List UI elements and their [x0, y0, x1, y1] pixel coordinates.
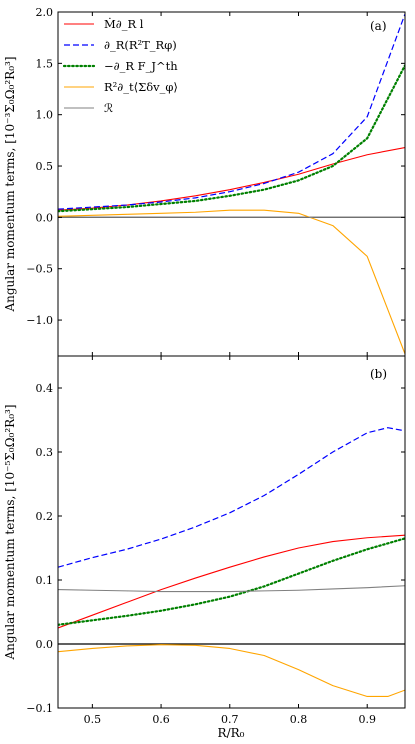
y-tick-label: 0.1: [36, 574, 54, 587]
series-line-0: [58, 147, 405, 211]
y-tick-label: −0.1: [26, 702, 53, 715]
y-tick-label: 0.3: [36, 446, 54, 459]
legend-label: R²∂_t⟨Σδv_φ⟩: [104, 80, 178, 94]
legend-label: Ṁ∂_R l: [104, 17, 144, 31]
x-tick-label: 0.8: [290, 713, 308, 726]
panel-a-series: [58, 13, 405, 355]
panel-a-ylabel: Angular momentum terms, [10⁻³Σ₀Ω₀²R₀³]: [3, 56, 17, 312]
series-line-2: [58, 64, 405, 213]
x-axis-label: R/R₀: [218, 726, 245, 740]
panel-b-frame: [57, 355, 406, 709]
panel-a-ticks: −1.0 −0.5 0.0 0.5 1.0 1.5 2.0: [26, 6, 405, 356]
panel-a: −1.0 −0.5 0.0 0.5 1.0 1.5 2.0 (a) Ṁ∂_R l ∂_R(R²…: [26, 6, 406, 357]
panel-b-series: [58, 427, 405, 698]
series-line-3: [58, 644, 405, 698]
legend: Ṁ∂_R l ∂_R(R²T_Rφ) −∂_R F_J^th R²∂_t⟨Σδv_φ⟩…: [62, 17, 178, 115]
x-tick-label: 0.6: [152, 713, 170, 726]
legend-label: ∂_R(R²T_Rφ): [104, 38, 177, 52]
panel-b-ticks: −0.1 0.0 0.1 0.2 0.3 0.4 0.5 0.6 0.7 0.8 0.9: [26, 356, 405, 726]
series-line-1: [58, 427, 405, 568]
y-tick-label: 1.0: [36, 109, 54, 122]
legend-label: ℛ: [104, 101, 114, 115]
panel-b-ylabel: Angular momentum terms, [10⁻⁵Σ₀Ω₀²R₀³]: [3, 404, 17, 660]
series-line-3: [58, 209, 405, 355]
panel-a-label: (a): [370, 19, 387, 33]
panel-b-label: (b): [370, 367, 387, 381]
y-tick-label: −0.5: [26, 263, 53, 276]
y-tick-label: 2.0: [36, 6, 54, 19]
legend-label: −∂_R F_J^th: [104, 59, 178, 73]
y-tick-label: 0.0: [36, 638, 54, 651]
y-tick-label: 0.2: [36, 510, 54, 523]
y-tick-label: 0.5: [36, 160, 54, 173]
series-line-2: [58, 537, 405, 626]
x-tick-label: 0.9: [358, 713, 376, 726]
y-tick-label: −1.0: [26, 314, 53, 327]
x-tick-label: 0.5: [84, 713, 102, 726]
y-tick-label: 1.5: [36, 57, 54, 70]
series-line-4: [58, 585, 405, 593]
panel-b: −0.1 0.0 0.1 0.2 0.3 0.4 0.5 0.6 0.7 0.8 0.9 (b): [26, 355, 406, 726]
series-line-0: [58, 534, 405, 629]
y-tick-label: 0.4: [36, 382, 54, 395]
series-line-1: [58, 13, 405, 210]
y-tick-label: 0.0: [36, 211, 54, 224]
x-tick-label: 0.7: [221, 713, 239, 726]
